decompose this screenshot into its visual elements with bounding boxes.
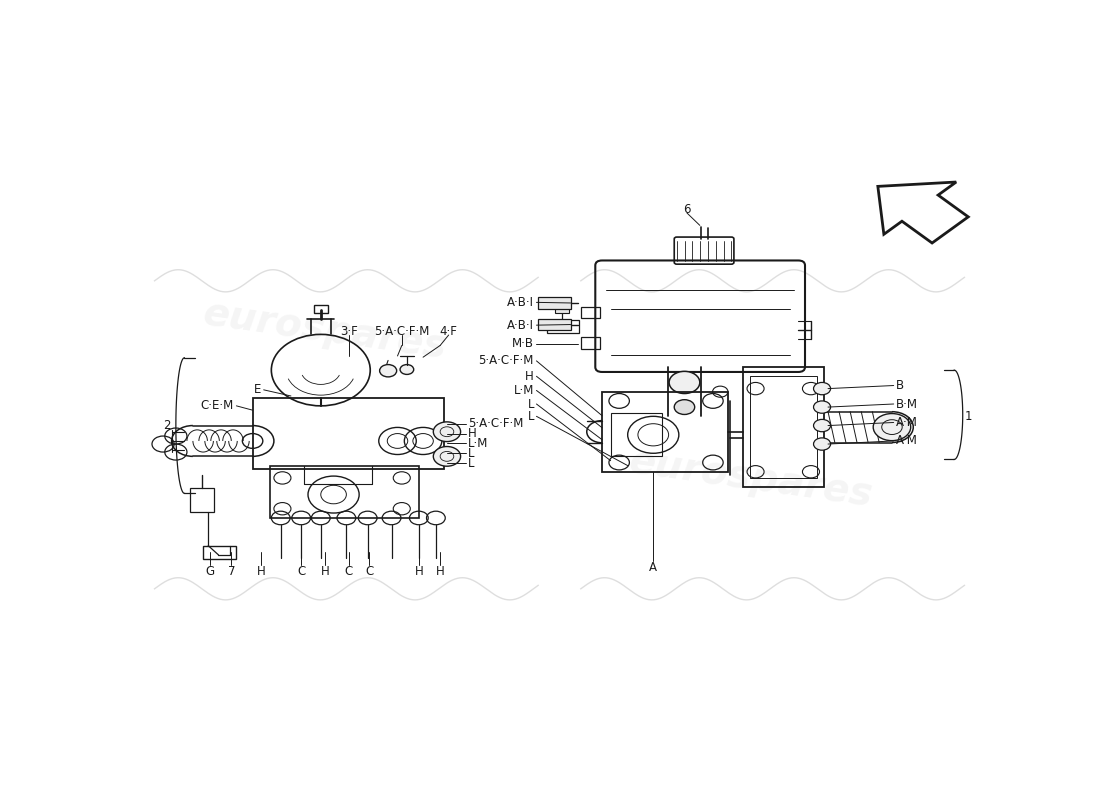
- Text: A·M: A·M: [896, 434, 918, 447]
- Text: L: L: [527, 410, 534, 423]
- Text: A·B·I: A·B·I: [507, 318, 534, 332]
- Circle shape: [814, 438, 830, 450]
- Text: 5·A·C·F·M: 5·A·C·F·M: [478, 354, 534, 367]
- Circle shape: [669, 371, 700, 394]
- Text: A·M: A·M: [896, 416, 918, 429]
- Circle shape: [814, 419, 830, 432]
- Text: 3·F: 3·F: [340, 326, 358, 338]
- Text: E: E: [254, 383, 261, 396]
- Text: C·E·M: C·E·M: [200, 399, 234, 412]
- Circle shape: [379, 365, 397, 377]
- Text: eurospares: eurospares: [200, 294, 450, 366]
- Text: B: B: [896, 379, 904, 392]
- FancyBboxPatch shape: [556, 306, 569, 314]
- Text: 5·A·C·F·M: 5·A·C·F·M: [469, 418, 524, 430]
- Text: C: C: [344, 565, 353, 578]
- Text: L: L: [527, 398, 534, 410]
- Circle shape: [873, 414, 911, 441]
- Text: C: C: [365, 565, 374, 578]
- Circle shape: [814, 401, 830, 414]
- FancyBboxPatch shape: [538, 298, 571, 309]
- Polygon shape: [878, 182, 968, 243]
- Text: 1: 1: [965, 410, 972, 423]
- Text: H: H: [321, 565, 329, 578]
- Text: H: H: [256, 565, 265, 578]
- Text: 2: 2: [164, 419, 172, 432]
- Text: A: A: [649, 561, 658, 574]
- Text: L: L: [469, 446, 475, 460]
- Text: A·B·I: A·B·I: [507, 296, 534, 309]
- Text: H: H: [525, 370, 533, 382]
- Text: L·M: L·M: [514, 384, 534, 397]
- Text: G: G: [206, 565, 214, 578]
- Text: H: H: [436, 565, 444, 578]
- Text: 6: 6: [683, 203, 691, 217]
- Circle shape: [400, 365, 414, 374]
- Text: 4·F: 4·F: [440, 326, 458, 338]
- Text: H: H: [415, 565, 424, 578]
- Text: M·B: M·B: [512, 337, 534, 350]
- FancyBboxPatch shape: [538, 319, 571, 330]
- Text: H: H: [469, 427, 477, 440]
- Text: 5·A·C·F·M: 5·A·C·F·M: [374, 326, 429, 338]
- Text: 7: 7: [228, 565, 235, 578]
- Text: B·M: B·M: [896, 398, 918, 410]
- Text: L·M: L·M: [469, 437, 488, 450]
- Circle shape: [814, 382, 830, 394]
- Circle shape: [674, 400, 695, 414]
- Circle shape: [433, 422, 461, 442]
- Circle shape: [433, 446, 461, 466]
- Text: C: C: [297, 565, 306, 578]
- Text: eurospares: eurospares: [627, 442, 876, 514]
- Text: L: L: [469, 457, 475, 470]
